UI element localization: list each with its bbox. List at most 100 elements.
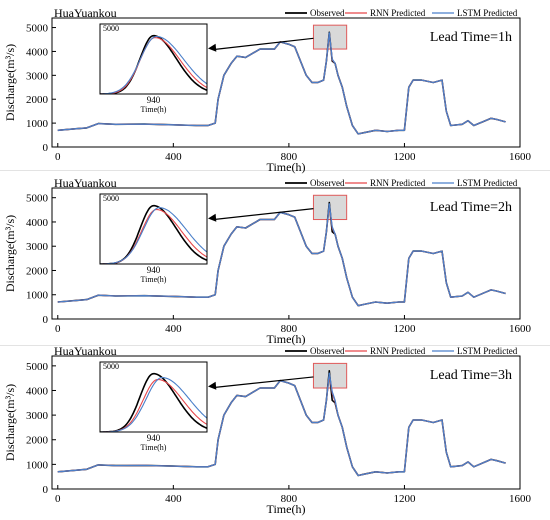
lead-time-annotation: Lead Time=3h xyxy=(430,368,512,383)
inset-series-group xyxy=(100,204,207,264)
inset-line-lstm xyxy=(100,207,207,264)
y-tick-label: 1000 xyxy=(26,290,49,302)
legend-label: Observed xyxy=(310,178,345,188)
legend-label: RNN Predicted xyxy=(370,346,426,356)
x-tick-label: 800 xyxy=(281,493,298,505)
legend-label: Observed xyxy=(310,346,345,356)
zoom-arrow-line xyxy=(213,208,314,221)
x-tick-label: 1600 xyxy=(509,151,532,163)
x-tick-label: 800 xyxy=(281,323,298,335)
x-tick-label: 0 xyxy=(55,493,61,505)
x-tick-label: 0 xyxy=(55,323,61,335)
zoom-arrow-head xyxy=(208,213,217,222)
inset-x-tick-label: 940 xyxy=(147,265,161,275)
y-tick-label: 1000 xyxy=(26,118,49,130)
inset-line-lstm xyxy=(100,35,207,94)
y-tick-label: 2000 xyxy=(26,94,49,106)
inset-x-axis-label: Time(h) xyxy=(141,275,167,284)
x-tick-label: 1600 xyxy=(509,493,532,505)
x-tick-label: 400 xyxy=(165,151,182,163)
plot-frame xyxy=(51,187,521,320)
x-tick-label: 0 xyxy=(55,151,61,163)
chart-panel: 0 1000 2000 3000 4000 5000 0 400 800 1200 1600 Time… xyxy=(3,344,532,516)
y-tick-label: 2000 xyxy=(26,265,49,277)
series-line-lstm xyxy=(57,203,506,307)
x-tick-label: 1200 xyxy=(393,323,416,335)
inset-frame-bg xyxy=(99,23,208,95)
inset-line-lstm xyxy=(100,377,207,432)
panel-separator xyxy=(0,345,550,346)
x-tick-label: 1600 xyxy=(509,323,532,335)
lead-time-annotation: Lead Time=2h xyxy=(430,200,512,215)
inset-line-observed xyxy=(100,34,207,94)
x-axis-label: Time(h) xyxy=(267,332,306,346)
y-axis-label: Discharge(m³/s) xyxy=(3,384,17,461)
x-tick-label: 800 xyxy=(281,151,298,163)
y-tick-label: 0 xyxy=(43,484,49,496)
series-group xyxy=(57,370,506,477)
series-group xyxy=(57,201,506,307)
y-tick-label: 5000 xyxy=(26,23,49,35)
inset-y-tick-label: 5000 xyxy=(103,194,119,203)
zoom-arrow-line xyxy=(213,376,314,389)
legend-label: LSTM Predicted xyxy=(457,346,518,356)
inset-series-group xyxy=(100,372,207,432)
inset-y-tick-label: 5000 xyxy=(103,24,119,33)
zoom-arrow-line xyxy=(213,37,314,51)
y-tick-label: 1000 xyxy=(26,459,49,471)
x-tick-label: 400 xyxy=(165,323,182,335)
x-tick-label: 1200 xyxy=(393,493,416,505)
y-axis-label: Discharge(m³/s) xyxy=(3,44,17,121)
y-axis-label: Discharge(m³/s) xyxy=(3,215,17,292)
inset-frame xyxy=(99,193,208,265)
x-tick-label: 1200 xyxy=(393,151,416,163)
inset-x-tick-label: 940 xyxy=(147,433,161,443)
chart-panel: 0 1000 2000 3000 4000 5000 0 400 800 1200 1600 Time… xyxy=(3,6,532,174)
series-line-lstm xyxy=(57,372,506,477)
legend-label: RNN Predicted xyxy=(370,178,426,188)
legend-label: LSTM Predicted xyxy=(457,178,518,188)
y-tick-label: 2000 xyxy=(26,435,49,447)
inset-x-axis-label: Time(h) xyxy=(141,443,167,452)
plot-frame xyxy=(51,355,521,490)
inset-series-group xyxy=(100,34,207,94)
y-tick-label: 3000 xyxy=(26,70,49,82)
x-tick-label: 400 xyxy=(165,493,182,505)
y-tick-label: 5000 xyxy=(26,193,49,205)
y-tick-label: 5000 xyxy=(26,361,49,373)
y-tick-label: 0 xyxy=(43,314,49,326)
legend-label: RNN Predicted xyxy=(370,8,426,18)
inset-frame xyxy=(99,361,208,433)
inset-x-tick-label: 940 xyxy=(147,95,161,105)
lead-time-annotation: Lead Time=1h xyxy=(430,30,512,45)
chart-panel: 0 1000 2000 3000 4000 5000 0 400 800 1200 1600 Time… xyxy=(3,176,532,346)
zoom-arrow-head xyxy=(208,381,217,390)
x-axis-label: Time(h) xyxy=(267,502,306,516)
inset-frame-bg xyxy=(99,361,208,433)
chart-title: HuaYuankou xyxy=(54,344,117,358)
zoom-arrow-head xyxy=(208,43,217,52)
series-line-lstm xyxy=(57,32,506,135)
inset-y-tick-label: 5000 xyxy=(103,362,119,371)
y-tick-label: 4000 xyxy=(26,217,49,229)
y-tick-label: 3000 xyxy=(26,410,49,422)
y-tick-label: 4000 xyxy=(26,385,49,397)
x-axis-label: Time(h) xyxy=(267,160,306,174)
legend-label: LSTM Predicted xyxy=(457,8,518,18)
inset-x-axis-label: Time(h) xyxy=(141,105,167,114)
chart-title: HuaYuankou xyxy=(54,176,117,190)
y-tick-label: 4000 xyxy=(26,46,49,58)
y-tick-label: 3000 xyxy=(26,241,49,253)
chart-title: HuaYuankou xyxy=(54,6,117,20)
series-group xyxy=(57,31,506,135)
panel-separator xyxy=(0,170,550,171)
plot-frame xyxy=(51,17,521,148)
y-tick-label: 0 xyxy=(43,142,49,154)
inset-frame-bg xyxy=(99,193,208,265)
legend-label: Observed xyxy=(310,8,345,18)
inset-frame xyxy=(99,23,208,95)
